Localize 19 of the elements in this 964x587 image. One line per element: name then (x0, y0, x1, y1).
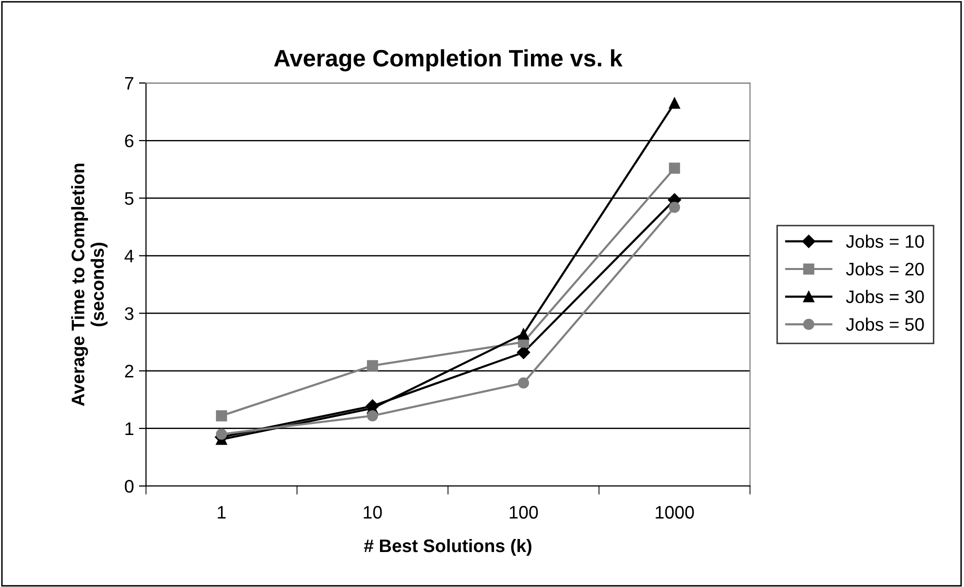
y-axis-title: Average Time to Completion (seconds) (71, 164, 108, 406)
y-tick-label: 2 (125, 364, 134, 378)
x-tick-label: 1000 (656, 506, 694, 519)
x-tick-label: 100 (510, 506, 538, 519)
y-tick-label: 6 (125, 134, 134, 148)
x-tick-label: 10 (364, 506, 382, 519)
legend-label: Jobs = 50 (846, 318, 924, 331)
y-tick-label: 7 (125, 77, 134, 90)
y-tick-label: 3 (124, 307, 134, 320)
y-tick-label: 4 (124, 250, 134, 262)
x-tick-label: 1 (218, 506, 226, 519)
x-axis-title: # Best Solutions (k) (364, 538, 532, 556)
y-tick-label: 0 (124, 480, 134, 493)
legend-label: Jobs = 30 (846, 290, 924, 304)
y-tick-label: 1 (126, 422, 134, 435)
legend-label: Jobs = 20 (846, 262, 924, 276)
y-tick-label: 5 (124, 192, 134, 205)
legend-label: Jobs = 10 (846, 234, 924, 248)
chart-title: Average Completion Time vs. k (274, 49, 623, 72)
